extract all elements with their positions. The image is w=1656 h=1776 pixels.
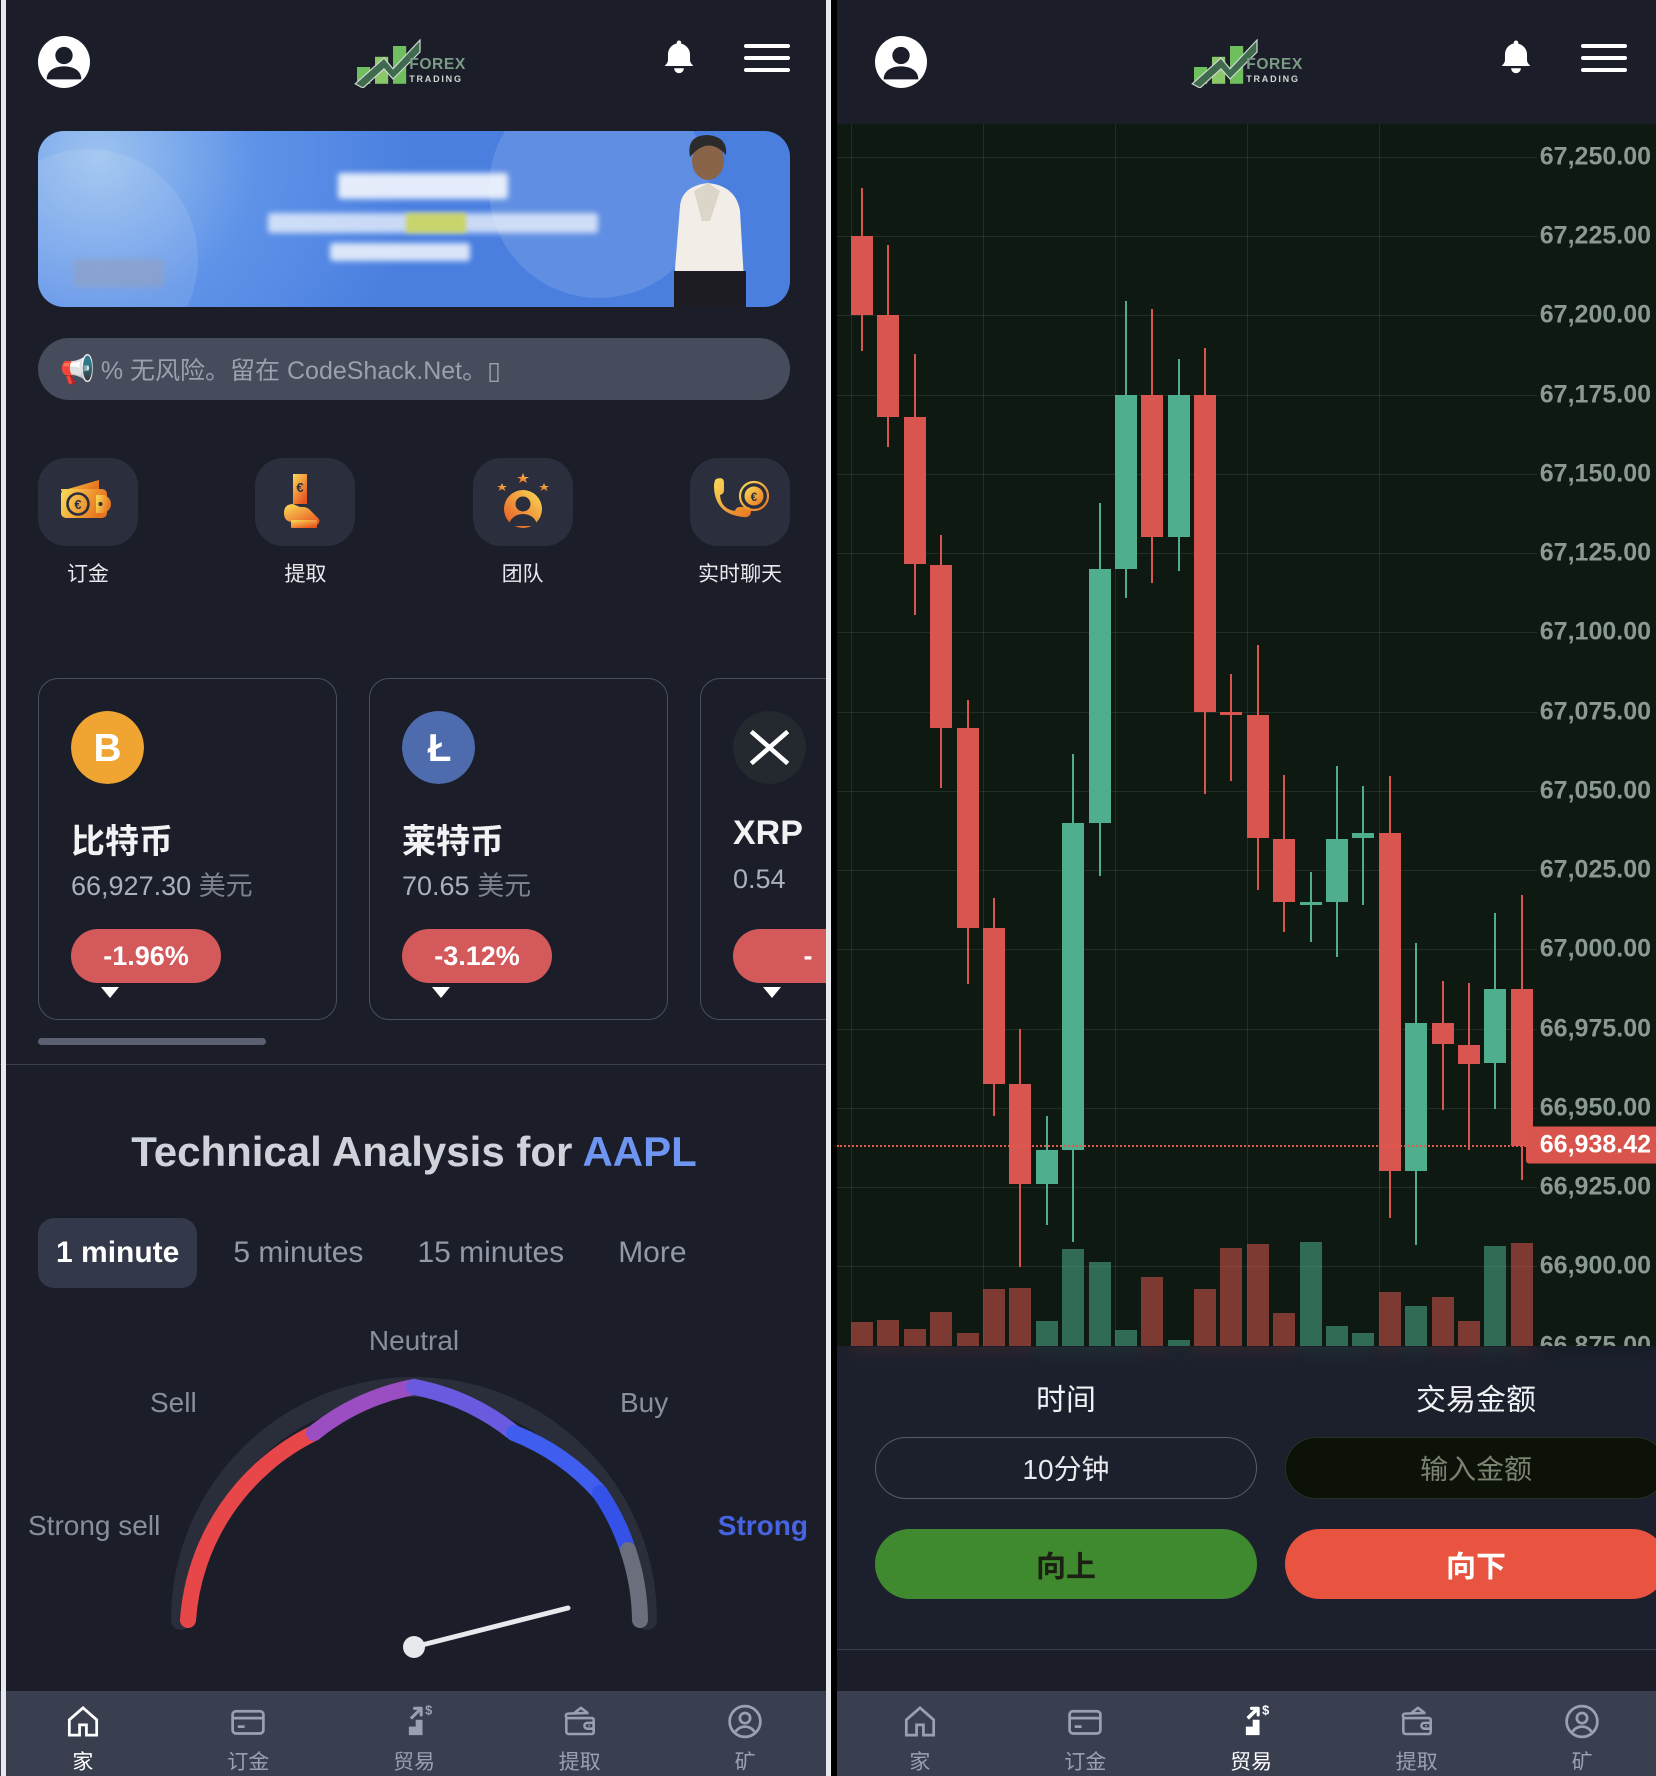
svg-text:FOREX: FOREX <box>1246 56 1303 73</box>
svg-text:€: € <box>74 497 81 512</box>
svg-text:TRADING: TRADING <box>1246 74 1300 84</box>
svg-text:$: $ <box>425 1703 432 1718</box>
svg-text:€: € <box>751 492 758 504</box>
svg-text:$: $ <box>1262 1703 1269 1718</box>
svg-text:FOREX: FOREX <box>409 56 466 73</box>
svg-text:€: € <box>297 480 304 495</box>
svg-text:B: B <box>94 727 122 770</box>
svg-text:Ł: Ł <box>428 727 452 770</box>
svg-text:TRADING: TRADING <box>409 74 463 84</box>
